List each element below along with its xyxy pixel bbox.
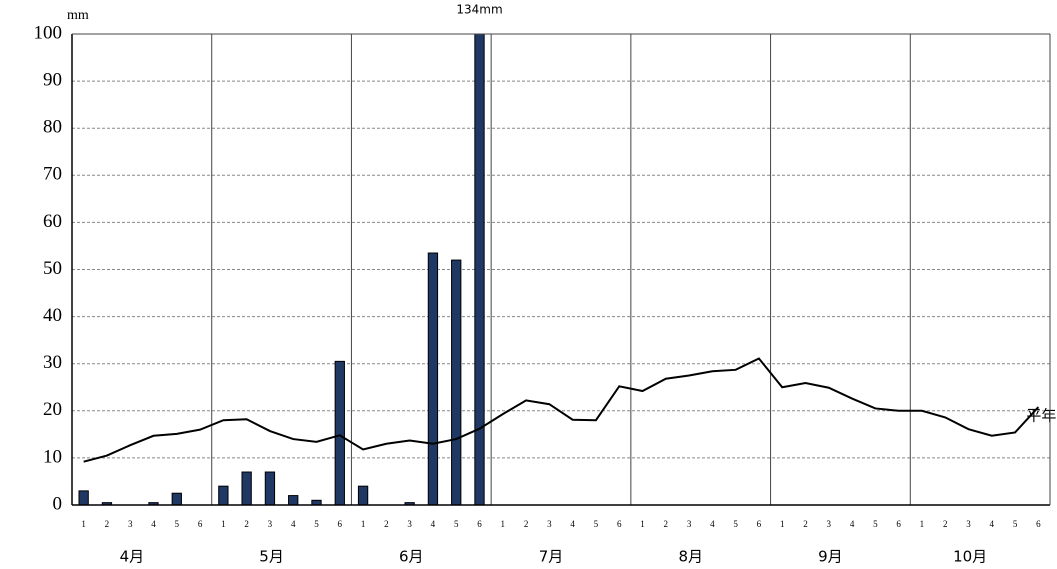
bar	[451, 259, 462, 506]
x-tick-label: 5	[1013, 519, 1018, 529]
x-tick-label: 1	[780, 519, 785, 529]
x-tick-label: 6	[896, 519, 901, 529]
x-tick-label: 4	[710, 519, 715, 529]
x-tick-label: 4	[151, 519, 156, 529]
y-unit: mm	[67, 8, 89, 23]
x-tick-label: 5	[175, 519, 180, 529]
line-label: 平年	[1026, 407, 1056, 425]
x-tick-label: 3	[128, 519, 133, 529]
y-tick-label: 0	[53, 493, 63, 514]
y-tick-label: 90	[43, 69, 62, 90]
x-tick-label: 3	[966, 519, 971, 529]
month-label: 6月	[399, 548, 424, 566]
x-tick-label: 6	[477, 519, 482, 529]
x-tick-label: 2	[105, 519, 110, 529]
x-tick-label: 2	[664, 519, 669, 529]
line	[83, 357, 1040, 463]
x-tick-label: 4	[990, 519, 995, 529]
x-tick-label: 1	[81, 519, 86, 529]
x-tick-label: 1	[501, 519, 506, 529]
bar	[218, 485, 229, 506]
bar	[427, 252, 439, 506]
bar	[334, 360, 345, 506]
x-tick-label: 1	[920, 519, 925, 529]
x-tick-label: 6	[338, 519, 343, 529]
y-tick-label: 40	[43, 305, 62, 326]
month-label: 8月	[678, 548, 703, 566]
x-tick-label: 3	[407, 519, 412, 529]
bar	[288, 495, 299, 506]
y-tick-label: 70	[43, 164, 62, 185]
month-label: 9月	[818, 548, 843, 566]
x-tick-label: 5	[454, 519, 459, 529]
x-tick-label: 2	[244, 519, 249, 529]
x-tick-label: 6	[1036, 519, 1041, 529]
x-tick-label: 6	[617, 519, 622, 529]
bar	[78, 490, 89, 506]
x-tick-label: 6	[198, 519, 203, 529]
month-label: 7月	[539, 548, 564, 566]
x-tick-label: 3	[268, 519, 273, 529]
bar	[171, 492, 182, 506]
x-tick-label: 4	[431, 519, 436, 529]
x-tick-label: 3	[827, 519, 832, 529]
x-tick-label: 2	[943, 519, 948, 529]
x-tick-label: 1	[640, 519, 645, 529]
y-tick-label: 10	[43, 446, 62, 467]
x-tick-label: 2	[524, 519, 529, 529]
y-tick-label: 80	[43, 117, 62, 138]
value-label: 134mm	[456, 3, 502, 17]
x-tick-label: 4	[570, 519, 575, 529]
month-label: 5月	[259, 548, 284, 566]
x-tick-label: 5	[314, 519, 319, 529]
x-tick-label: 1	[221, 519, 226, 529]
y-tick-label: 60	[43, 211, 62, 232]
month-label: 10月	[953, 548, 987, 566]
x-tick-label: 5	[733, 519, 738, 529]
y-tick-label: 20	[43, 399, 62, 420]
x-tick-label: 1	[361, 519, 366, 529]
x-tick-label: 3	[687, 519, 692, 529]
bar	[264, 471, 276, 506]
bar	[357, 485, 369, 506]
x-tick-label: 2	[803, 519, 808, 529]
plot-area	[78, 34, 485, 506]
x-tick-label: 5	[594, 519, 599, 529]
x-tick-label: 2	[384, 519, 389, 529]
bar	[241, 471, 252, 506]
y-tick-label: 30	[43, 352, 62, 373]
x-tick-label: 5	[873, 519, 878, 529]
month-label: 4月	[120, 548, 145, 566]
x-tick-label: 4	[291, 519, 296, 529]
x-tick-label: 3	[547, 519, 552, 529]
x-tick-label: 6	[757, 519, 762, 529]
y-tick-label: 100	[34, 22, 63, 43]
x-tick-label: 4	[850, 519, 855, 529]
y-tick-label: 50	[43, 258, 62, 279]
